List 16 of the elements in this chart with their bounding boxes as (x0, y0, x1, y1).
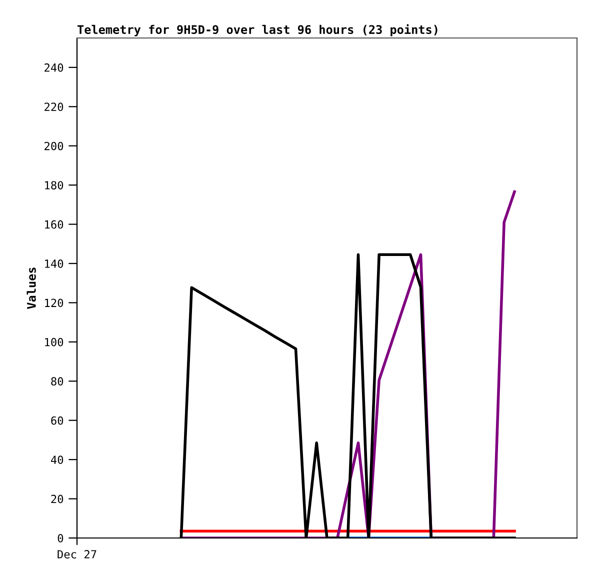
y-tick-label: 240 (44, 63, 64, 72)
y-axis-title: Values (26, 268, 36, 309)
y-tick-label: 140 (45, 259, 64, 268)
y-tick-label: 120 (45, 298, 64, 308)
y-tick-label: 160 (45, 220, 64, 229)
y-tick-label: 0 (58, 534, 64, 542)
y-tick-label: 40 (50, 456, 64, 464)
y-tick-label: 80 (51, 377, 64, 386)
y-tick-label: 60 (51, 416, 64, 425)
y-tick-label: 100 (45, 338, 64, 346)
y-tick-label: 180 (45, 181, 64, 190)
y-tick-label: 20 (51, 494, 64, 504)
y-tick-label: 220 (44, 102, 64, 112)
y-tick-label: 200 (44, 142, 64, 150)
chart-title: Telemetry for 9H5D-9 over last 96 hours (23 points) (78, 24, 438, 36)
x-tick-label: Dec 27 (58, 550, 96, 558)
